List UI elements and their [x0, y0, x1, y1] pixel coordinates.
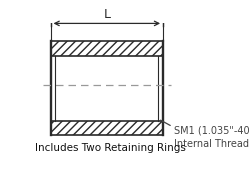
- Text: L: L: [103, 8, 110, 20]
- Text: Includes Two Retaining Rings: Includes Two Retaining Rings: [35, 143, 186, 153]
- Bar: [50, 56, 163, 121]
- Text: SM1 (1.035"-40)
Internal Thread: SM1 (1.035"-40) Internal Thread: [174, 125, 250, 149]
- Bar: [50, 121, 163, 136]
- Bar: [50, 41, 163, 56]
